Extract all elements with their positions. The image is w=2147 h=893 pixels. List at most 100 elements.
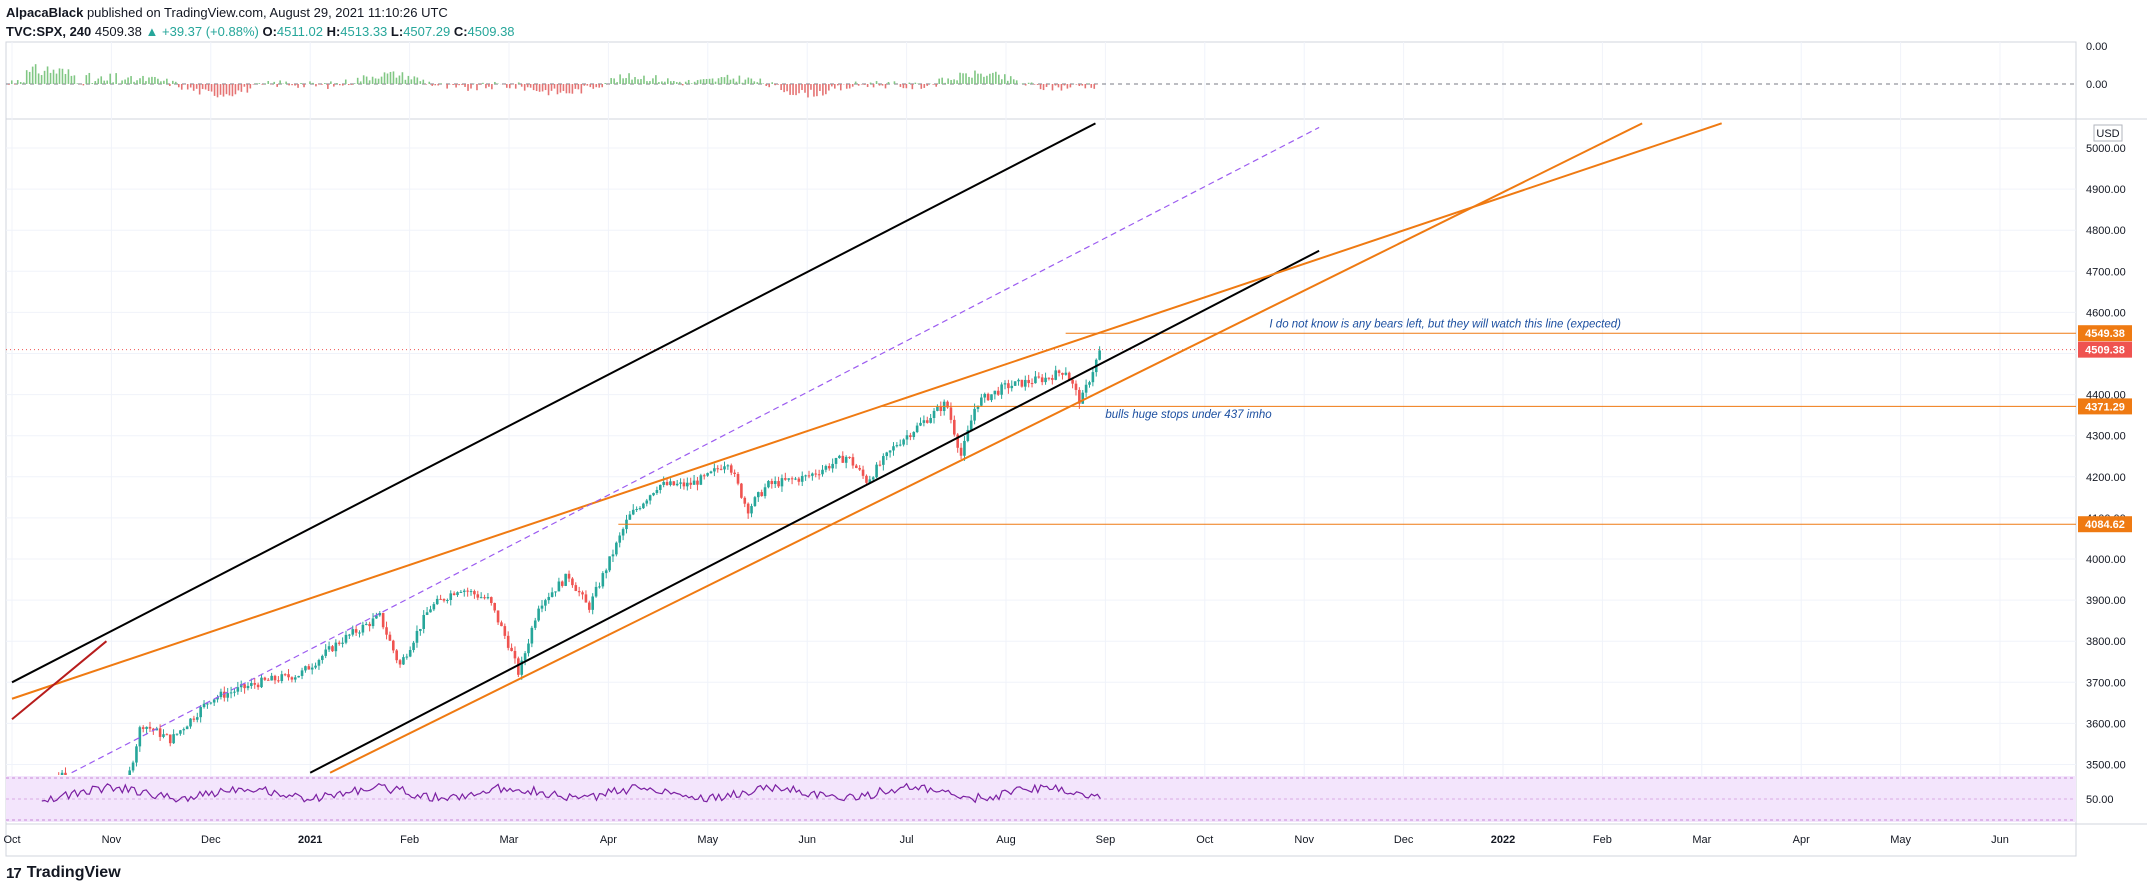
candle-body	[260, 677, 263, 688]
histogram-bar	[693, 81, 696, 84]
histogram-bar	[446, 84, 448, 89]
candle-body	[425, 612, 429, 615]
histogram-bar	[1051, 84, 1054, 91]
candle-body	[949, 407, 953, 420]
tradingview-brand[interactable]: TradingView	[26, 864, 121, 881]
candle-body	[1000, 384, 1003, 395]
candle-body	[807, 475, 811, 477]
trend-line	[11, 122, 1722, 700]
histogram-bar	[1009, 76, 1012, 84]
histogram-bar	[1033, 84, 1036, 85]
candle-body	[800, 475, 804, 482]
histogram-bar	[479, 84, 481, 85]
candle-body	[665, 481, 669, 486]
histogram-bar	[640, 79, 642, 84]
histogram-bar	[434, 84, 437, 86]
histogram-bar	[604, 83, 606, 84]
symbol[interactable]: TVC:SPX, 240	[6, 24, 92, 39]
histogram-bar	[452, 84, 454, 85]
candle-body	[1051, 378, 1054, 380]
histogram-bar	[625, 78, 627, 84]
histogram-bar	[25, 70, 28, 84]
histogram-bar	[28, 71, 31, 84]
histogram-bar	[574, 84, 577, 89]
rsi-level-label: 50.00	[2086, 794, 2114, 806]
histogram-bar	[783, 84, 785, 93]
candle-body	[604, 570, 608, 574]
histogram-bar	[19, 82, 22, 84]
y-tick-label: 3600.00	[2086, 718, 2126, 730]
candle-body	[510, 647, 513, 651]
histogram-bar	[303, 84, 305, 88]
histogram-bar	[795, 84, 797, 96]
histogram-bar	[368, 80, 371, 84]
candle-body	[243, 684, 246, 689]
candle-body	[1081, 392, 1085, 404]
histogram-bar	[258, 83, 261, 84]
histogram-bar	[142, 75, 144, 84]
histogram-bar	[160, 81, 162, 84]
candle-body	[1074, 383, 1078, 390]
candle-body	[341, 642, 344, 644]
histogram-bar	[321, 84, 323, 85]
histogram-bar	[920, 84, 923, 89]
candle-body	[391, 640, 395, 651]
histogram-bar	[989, 73, 991, 84]
candle-body	[915, 425, 919, 433]
histogram-bar	[708, 78, 711, 84]
histogram-bar	[461, 84, 463, 85]
histogram-bar	[288, 84, 290, 86]
histogram-bar	[741, 82, 744, 84]
histogram-bar	[839, 84, 842, 91]
histogram-bar	[52, 69, 55, 84]
histogram-bar	[622, 78, 624, 84]
candle-body	[290, 677, 294, 680]
histogram-bar	[908, 82, 911, 84]
candle-body	[195, 717, 199, 720]
histogram-bar	[37, 73, 40, 84]
candle-body	[334, 642, 338, 652]
candle-body	[452, 593, 456, 596]
histogram-bar	[601, 84, 604, 88]
histogram-bar	[1060, 84, 1063, 91]
histogram-bar	[234, 84, 237, 95]
candle-body	[351, 629, 355, 635]
candle-body	[733, 472, 736, 474]
x-tick-label: Jul	[900, 834, 914, 846]
candle-body	[912, 432, 916, 438]
histogram-bar	[70, 75, 73, 84]
histogram-bar	[285, 81, 287, 84]
publisher-name[interactable]: AlpacaBlack	[6, 5, 84, 20]
histogram-bar	[723, 77, 726, 84]
candle-body	[1007, 383, 1010, 389]
candle-body	[314, 665, 317, 668]
candle-body	[1047, 377, 1051, 379]
histogram-bar	[780, 84, 782, 90]
histogram-bar	[431, 84, 434, 86]
candle-body	[337, 642, 341, 644]
histogram-bar	[365, 76, 368, 84]
histogram-bar	[1054, 84, 1057, 86]
histogram-bar	[580, 84, 583, 94]
candle-body	[939, 406, 943, 412]
histogram-bar	[562, 84, 565, 91]
candle-body	[520, 660, 524, 675]
candle-body	[419, 628, 422, 631]
x-tick-label: Apr	[600, 834, 617, 846]
x-tick-label: Aug	[996, 834, 1016, 846]
histogram-bar	[974, 70, 976, 84]
candle-body	[358, 632, 361, 634]
candle-body	[936, 406, 939, 411]
histogram-bar	[455, 84, 457, 88]
histogram-bar	[273, 81, 275, 84]
histogram-bar	[678, 81, 681, 84]
histogram-bar	[151, 76, 153, 84]
histogram-bar	[347, 84, 350, 86]
histogram-bar	[16, 80, 19, 84]
histogram-bar	[851, 84, 854, 87]
candle-body	[375, 615, 378, 619]
histogram-bar	[917, 83, 920, 84]
candle-body	[861, 469, 865, 476]
candle-body	[256, 684, 260, 688]
